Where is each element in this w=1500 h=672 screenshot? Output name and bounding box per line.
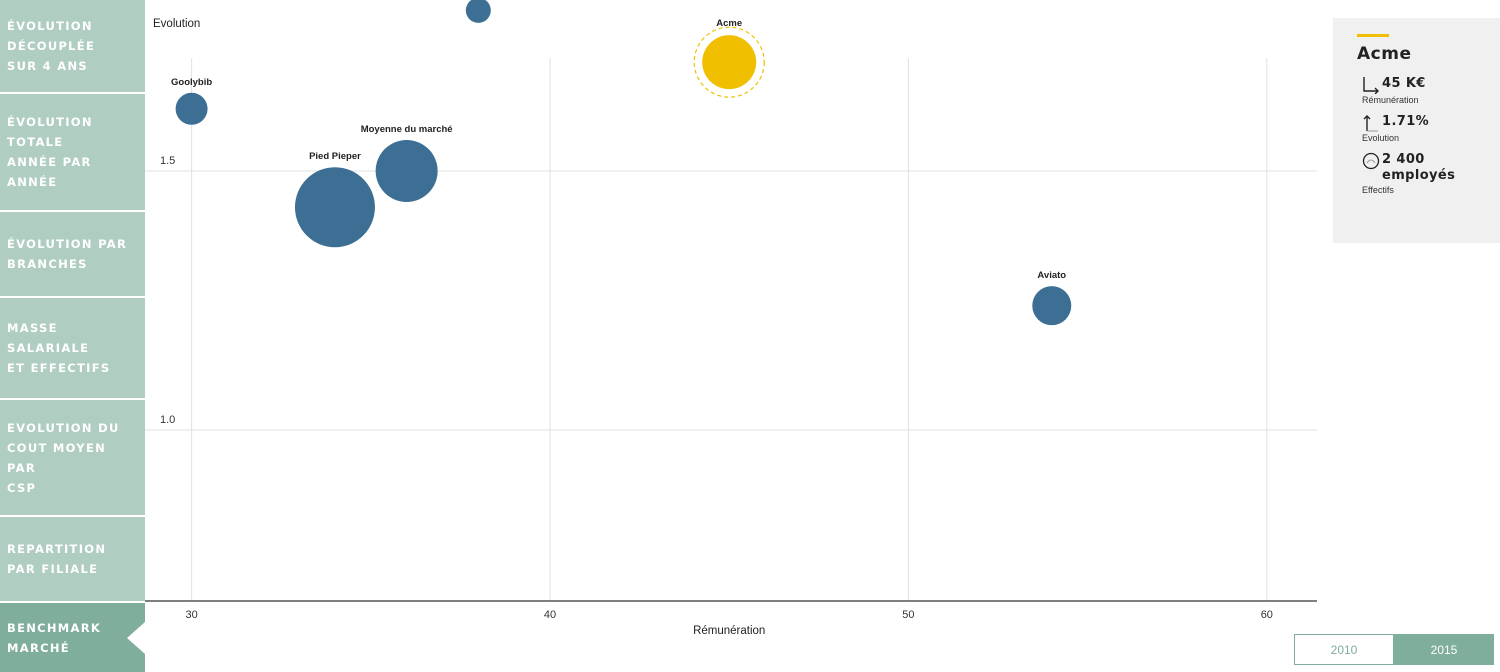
metric-value: 2 400 employés [1382, 152, 1456, 183]
metric-label: Effectifs [1362, 185, 1394, 195]
nav-item-label: MASSE SALARIALE ET EFFECTIFS [7, 321, 111, 375]
sidebar-nav: ÉVOLUTION DÉCOUPLÉE SUR 4 ANS ÉVOLUTION … [0, 0, 145, 672]
nav-item-repartition-filiale[interactable]: REPARTITION PAR FILIALE [0, 517, 145, 603]
info-accent-bar [1357, 34, 1389, 37]
nav-item-cout-moyen[interactable]: EVOLUTION DU COUT MOYEN PAR CSP [0, 400, 145, 517]
x-axis-title: Rémunération [693, 625, 765, 637]
metric-value: 45 K€ [1382, 76, 1426, 91]
y-tick-label: 1.0 [160, 414, 175, 426]
metric-evolution: 1.71% Evolution [1362, 114, 1500, 143]
bubble-label: Goolybib [171, 77, 212, 88]
year-toggle: 2010 2015 [1294, 634, 1494, 665]
nav-item-masse-salariale[interactable]: MASSE SALARIALE ET EFFECTIFS [0, 298, 145, 400]
highlight-ring [693, 26, 765, 98]
year-button-2015[interactable]: 2015 [1394, 634, 1494, 665]
bubble [294, 167, 375, 248]
info-panel: Acme 45 K€ Rémunération 1.71% Evolution [1333, 18, 1500, 243]
bubble [175, 92, 208, 125]
x-tick-label: 60 [1261, 609, 1273, 621]
nav-item-label: EVOLUTION DU COUT MOYEN PAR CSP [7, 420, 120, 495]
metric-value: 1.71% [1382, 114, 1430, 129]
nav-item-label: REPARTITION PAR FILIALE [7, 542, 107, 576]
nav-item-evolution-decouplee[interactable]: ÉVOLUTION DÉCOUPLÉE SUR 4 ANS [0, 0, 145, 94]
nav-item-label: ÉVOLUTION TOTALE ANNÉE PAR ANNÉE [7, 115, 93, 189]
x-tick-label: 30 [185, 609, 197, 621]
bubble [702, 35, 757, 90]
metric-label: Rémunération [1362, 95, 1419, 105]
info-company-name: Acme [1357, 44, 1412, 64]
bubble-label: Moyenne du marché [361, 124, 453, 135]
year-button-2010[interactable]: 2010 [1294, 634, 1394, 665]
bubble-label: Pied Pieper [309, 151, 361, 162]
active-indicator-arrow [127, 621, 145, 654]
nav-item-label: ÉVOLUTION PAR BRANCHES [7, 237, 128, 271]
bubble [465, 0, 491, 23]
employees-icon [1362, 152, 1380, 170]
nav-item-benchmark-marche[interactable]: BENCHMARK MARCHÉ [0, 603, 145, 672]
metric-effectifs: 2 400 employés Effectifs [1362, 152, 1500, 195]
x-tick-label: 50 [902, 609, 914, 621]
nav-item-evolution-branches[interactable]: ÉVOLUTION PAR BRANCHES [0, 212, 145, 298]
nav-item-evolution-totale[interactable]: ÉVOLUTION TOTALE ANNÉE PAR ANNÉE [0, 94, 145, 212]
metric-remuneration: 45 K€ Rémunération [1362, 76, 1500, 105]
nav-item-label: ÉVOLUTION DÉCOUPLÉE SUR 4 ANS [7, 19, 96, 73]
nav-item-label: BENCHMARK MARCHÉ [7, 620, 102, 655]
evolution-icon [1363, 115, 1378, 132]
y-tick-label: 1.5 [160, 155, 175, 167]
bubble [1032, 286, 1072, 326]
remuneration-icon [1363, 77, 1379, 94]
bubble-chart: 1.0 1.5 30 40 50 60 Evolution Rémunération Gooly… [145, 0, 1317, 637]
x-tick-label: 40 [544, 609, 556, 621]
bubble-label: Aviato [1037, 270, 1066, 281]
bubble-label: Acme [716, 18, 742, 29]
metric-label: Evolution [1362, 133, 1400, 143]
y-axis-title: Evolution [153, 18, 200, 30]
bubble [375, 139, 438, 202]
